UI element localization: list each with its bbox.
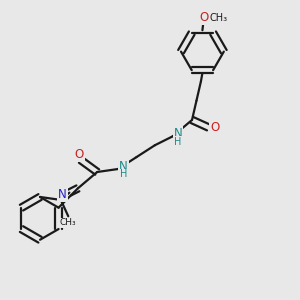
- Text: H: H: [174, 137, 182, 147]
- Text: N: N: [58, 188, 67, 201]
- Text: O: O: [199, 11, 208, 24]
- Text: O: O: [75, 148, 84, 161]
- Text: CH₃: CH₃: [210, 13, 228, 23]
- Text: H: H: [120, 169, 127, 179]
- Text: CH₃: CH₃: [60, 218, 76, 227]
- Text: N: N: [174, 127, 182, 140]
- Text: O: O: [210, 121, 220, 134]
- Text: N: N: [119, 160, 128, 172]
